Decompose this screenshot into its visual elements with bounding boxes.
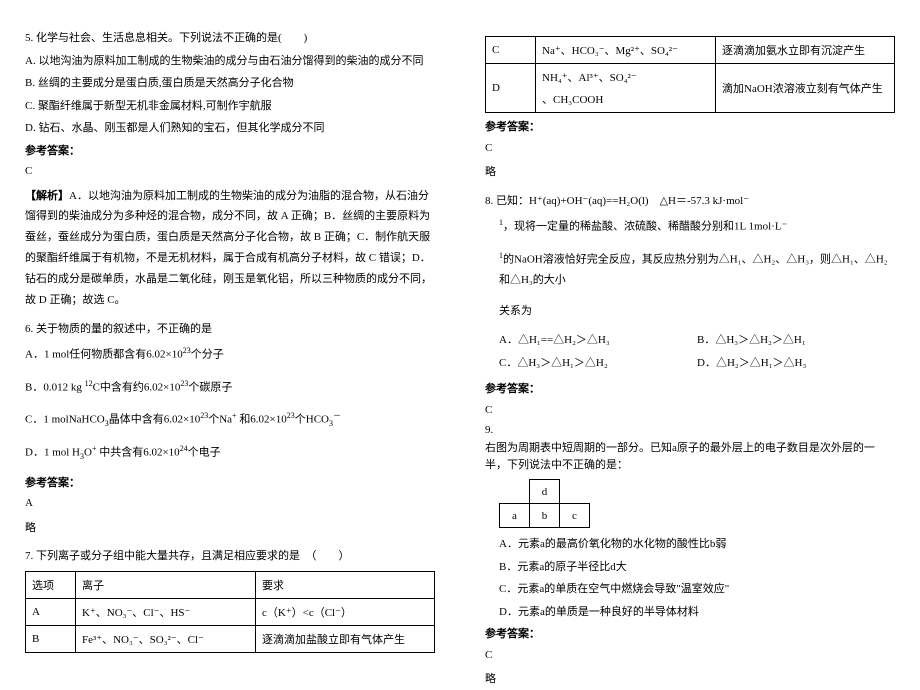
q9-opt-d: D．元素a的单质是一种良好的半导体材料 bbox=[485, 604, 895, 621]
q5-opt-c: C. 聚酯纤维属于新型无机非金属材料,可制作宇航服 bbox=[25, 98, 435, 115]
q6-ans-label: 参考答案： bbox=[25, 475, 435, 492]
q8-stem-4: 关系为 bbox=[485, 301, 895, 322]
q5-stem: 5. 化学与社会、生活息息相关。下列说法不正确的是( ) bbox=[25, 30, 435, 47]
q5-explanation: 【解析】A．以地沟油为原料加工制成的生物柴油的成分为油脂的混合物，从石油分馏得到… bbox=[25, 186, 435, 311]
q6-abbr: 略 bbox=[25, 518, 435, 539]
q5-ans-label: 参考答案： bbox=[25, 143, 435, 160]
cell-c: c bbox=[560, 504, 590, 528]
q6-opt-d: D．1 mol H3O+ 中共含有6.02×1024个电子 bbox=[25, 441, 435, 464]
q8-ans: C bbox=[485, 402, 895, 419]
q6-stem: 6. 关于物质的量的叙述中，不正确的是 bbox=[25, 321, 435, 338]
q7-c-2: Na⁺、HCO₃⁻、Mg²⁺、SO₄²⁻ bbox=[536, 37, 716, 64]
q6-ans: A bbox=[25, 495, 435, 512]
q7-d-2: NH₄⁺、Al³⁺、SO₄²⁻ 、CH₃COOH bbox=[536, 64, 716, 113]
q8-stem-3: 1的NaOH溶液恰好完全反应，其反应热分别为△H₁、△H₂、△H₃，则△H₁、△… bbox=[485, 248, 895, 291]
q9-opt-c: C．元素a的单质在空气中燃烧会导致"温室效应" bbox=[485, 581, 895, 598]
q9-num: 9. bbox=[485, 424, 895, 436]
q7-ans: C bbox=[485, 140, 895, 157]
q7-abbr: 略 bbox=[485, 162, 895, 183]
q7-a-3: c（K⁺）<c（Cl⁻） bbox=[256, 598, 435, 625]
q7-head-2: 离子 bbox=[76, 571, 256, 598]
q7-a-1: A bbox=[26, 598, 76, 625]
q5-opt-b: B. 丝绸的主要成分是蛋白质,蛋白质是天然高分子化合物 bbox=[25, 75, 435, 92]
q9-abbr: 略 bbox=[485, 669, 895, 690]
q8-opt-d: D．△H₂＞△H₁＞△H₃ bbox=[697, 355, 895, 372]
left-column: 5. 化学与社会、生活息息相关。下列说法不正确的是( ) A. 以地沟油为原料加… bbox=[0, 0, 460, 651]
q9-stem: 右图为周期表中短周期的一部分。已知a原子的最外层上的电子数目是次外层的一半，下列… bbox=[485, 440, 895, 473]
q7-head-1: 选项 bbox=[26, 571, 76, 598]
q7-b-3: 逐滴滴加盐酸立即有气体产生 bbox=[256, 625, 435, 652]
q7-ans-label: 参考答案： bbox=[485, 119, 895, 136]
q6-opt-a: A．1 mol任何物质都含有6.02×1023个分子 bbox=[25, 343, 435, 366]
cell-b: b bbox=[530, 504, 560, 528]
q5-ans: C bbox=[25, 163, 435, 180]
q5-opt-d: D. 钻石、水晶、刚玉都是人们熟知的宝石，但其化学成分不同 bbox=[25, 120, 435, 137]
cell-a: a bbox=[500, 504, 530, 528]
q7-table-cont: C Na⁺、HCO₃⁻、Mg²⁺、SO₄²⁻ 逐滴滴加氨水立即有沉淀产生 D N… bbox=[485, 36, 895, 113]
q7-stem: 7. 下列离子或分子组中能大量共存，且满足相应要求的是 （ ） bbox=[25, 548, 435, 565]
q6-opt-b: B．0.012 kg 12C中含有约6.02×1023个碳原子 bbox=[25, 376, 435, 399]
q9-opt-b: B．元素a的原子半径比d大 bbox=[485, 559, 895, 576]
q7-b-1: B bbox=[26, 625, 76, 652]
q7-head-3: 要求 bbox=[256, 571, 435, 598]
q7-d-1: D bbox=[486, 64, 536, 113]
q8-stem-1: 8. 已知：H⁺(aq)+OH⁻(aq)==H₂O(l) △H＝-57.3 kJ… bbox=[485, 193, 895, 210]
q7-c-3: 逐滴滴加氨水立即有沉淀产生 bbox=[716, 37, 895, 64]
q9-opt-a: A．元素a的最高价氧化物的水化物的酸性比b弱 bbox=[485, 536, 895, 553]
q8-ans-label: 参考答案： bbox=[485, 381, 895, 398]
q9-ans-label: 参考答案： bbox=[485, 626, 895, 643]
q8-opt-b: B．△H₃＞△H₂＞△H₁ bbox=[697, 332, 895, 349]
q7-d-3: 滴加NaOH浓溶液立刻有气体产生 bbox=[716, 64, 895, 113]
q7-b-2: Fe³⁺、NO₃⁻、SO₃²⁻、Cl⁻ bbox=[76, 625, 256, 652]
q8-stem-2: 1，现将一定量的稀盐酸、浓硫酸、稀醋酸分别和1L 1mol·L⁻ bbox=[485, 215, 895, 238]
q7-a-2: K⁺、NO₃⁻、Cl⁻、HS⁻ bbox=[76, 598, 256, 625]
q9-period-table: d a b c bbox=[499, 479, 590, 528]
cell-d: d bbox=[530, 480, 560, 504]
q9-ans: C bbox=[485, 647, 895, 664]
q7-c-1: C bbox=[486, 37, 536, 64]
q7-table: 选项 离子 要求 A K⁺、NO₃⁻、Cl⁻、HS⁻ c（K⁺）<c（Cl⁻） … bbox=[25, 571, 435, 653]
q8-opt-a: A．△H₁==△H₂＞△H₃ bbox=[499, 332, 697, 349]
right-column: C Na⁺、HCO₃⁻、Mg²⁺、SO₄²⁻ 逐滴滴加氨水立即有沉淀产生 D N… bbox=[460, 0, 920, 651]
q5-opt-a: A. 以地沟油为原料加工制成的生物柴油的成分与由石油分馏得到的柴油的成分不同 bbox=[25, 53, 435, 70]
q6-opt-c: C．1 molNaHCO3晶体中含有6.02×1023个Na+ 和6.02×10… bbox=[25, 408, 435, 431]
q8-opt-c: C．△H₃＞△H₁＞△H₂ bbox=[499, 355, 697, 372]
